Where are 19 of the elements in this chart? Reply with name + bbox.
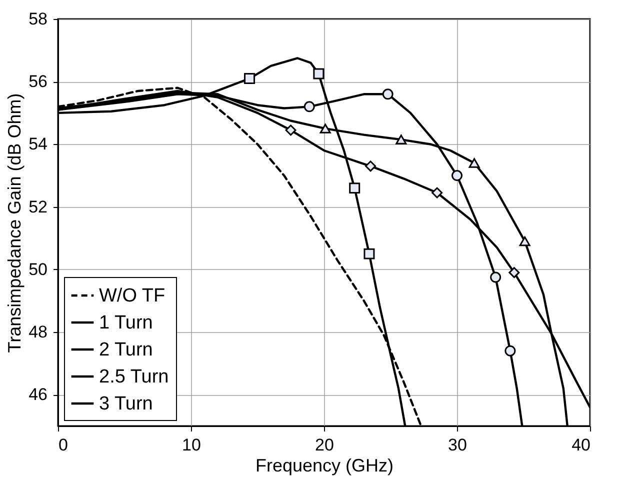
y-tick-label: 56 — [28, 72, 48, 92]
legend-label: 3 Turn — [99, 394, 153, 414]
x-tick-label: 40 — [572, 436, 590, 454]
x-tick-label: 0 — [58, 436, 68, 454]
y-tick-label: 48 — [28, 322, 48, 342]
y-axis-title: Transimpedance Gain (dB Ohm) — [4, 93, 25, 353]
x-tick-label: 20 — [315, 436, 334, 454]
legend-label: 2 Turn — [99, 340, 153, 360]
x-axis-title: Frequency (GHz) — [255, 456, 394, 476]
x-tick-label: 30 — [448, 436, 467, 454]
y-tick-label: 50 — [28, 260, 48, 279]
y-tick-label: 46 — [28, 385, 48, 404]
y-tick-label: 54 — [28, 134, 48, 154]
legend-label: 1 Turn — [99, 312, 153, 334]
y-tick-label: 58 — [28, 10, 48, 28]
legend-label: 2.5 Turn — [99, 366, 169, 388]
x-tick-label: 10 — [182, 436, 201, 454]
legend-label: W/O TF — [99, 286, 166, 306]
y-tick-label: 52 — [28, 197, 48, 216]
